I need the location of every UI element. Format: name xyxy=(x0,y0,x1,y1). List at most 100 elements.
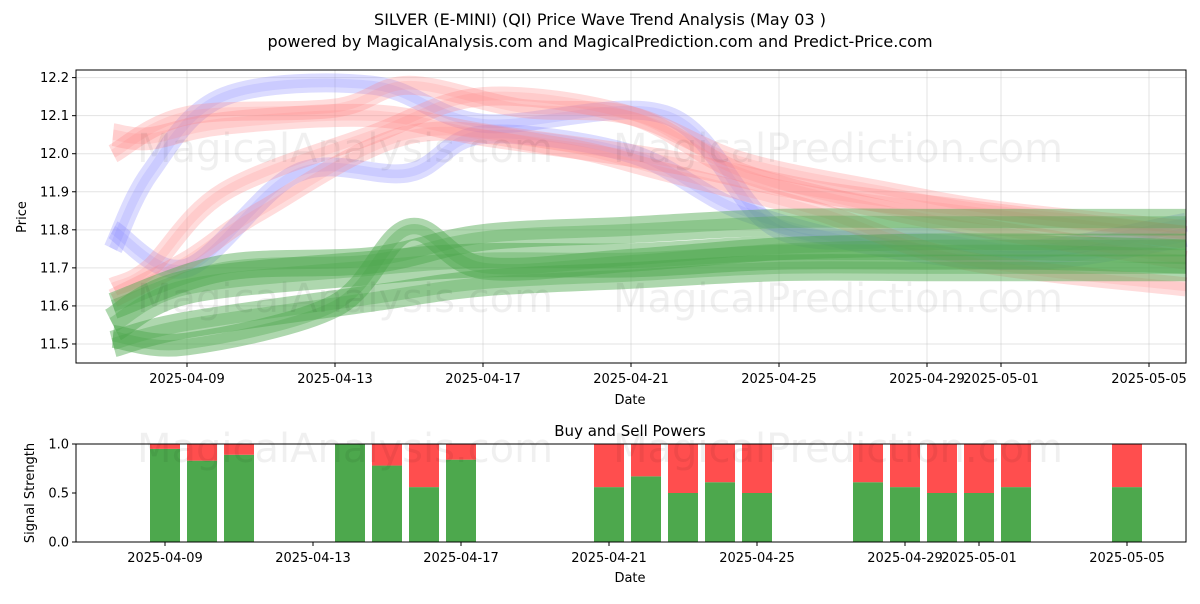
price-y-label: Price xyxy=(15,201,30,233)
sell-bar xyxy=(742,444,772,493)
sell-bar xyxy=(1112,444,1142,488)
buy-bar xyxy=(446,459,476,542)
chart-subtitle: powered by MagicalAnalysis.com and Magic… xyxy=(267,32,932,51)
watermarks: MagicalAnalysis.com MagicalPrediction.co… xyxy=(137,126,1063,472)
wave-core-red xyxy=(112,110,1187,243)
buy-bar xyxy=(668,493,698,542)
sell-bar xyxy=(631,444,661,477)
signal-x-tick-label: 2025-04-13 xyxy=(275,551,351,566)
signal-x-tick-label: 2025-04-29 xyxy=(867,551,943,566)
price-x-tick-label: 2025-04-17 xyxy=(445,372,521,387)
sell-bar xyxy=(594,444,624,488)
wave-core-green xyxy=(109,244,1187,332)
wave-band-red xyxy=(108,75,1187,240)
buy-bar xyxy=(594,487,624,542)
price-y-tick-label: 11.9 xyxy=(40,185,69,200)
watermark-prediction-mid: MagicalPrediction.com xyxy=(613,276,1063,322)
buy-bar xyxy=(927,493,957,542)
wave-core-blue xyxy=(110,129,1187,274)
signal-y-ticks: 0.0 0.5 1.0 xyxy=(48,438,76,551)
wave-band-green xyxy=(111,217,1186,357)
buy-bar xyxy=(742,493,772,542)
wave-band-blue xyxy=(107,124,1188,279)
sell-bar xyxy=(927,444,957,493)
price-y-tick-label: 11.5 xyxy=(40,337,69,352)
wave-core-green xyxy=(111,261,1186,350)
wave-band-green xyxy=(109,254,1186,357)
signal-x-tick-label: 2025-04-21 xyxy=(571,551,647,566)
sell-bar xyxy=(853,444,883,483)
chart-title: SILVER (E-MINI) (QI) Price Wave Trend An… xyxy=(374,10,826,29)
price-x-tick-label: 2025-04-29 xyxy=(889,372,965,387)
price-waves xyxy=(104,73,1188,357)
sell-bar xyxy=(150,444,180,449)
signal-bars xyxy=(150,444,1142,542)
buy-bar xyxy=(372,465,402,542)
price-y-tick-label: 11.7 xyxy=(40,261,69,276)
wave-core-green xyxy=(110,215,1186,312)
wave-core-blue xyxy=(109,78,1187,254)
sell-bar xyxy=(890,444,920,488)
wave-band-blue xyxy=(104,73,1188,259)
wave-core-red xyxy=(111,126,1187,303)
signal-x-tick-label: 2025-04-25 xyxy=(719,551,795,566)
buy-bar xyxy=(890,487,920,542)
price-x-tick-label: 2025-04-25 xyxy=(741,372,817,387)
sell-bar xyxy=(705,444,735,483)
watermark-analysis-bottom: MagicalAnalysis.com xyxy=(137,426,553,472)
sell-bar xyxy=(668,444,698,493)
signal-x-tick-label: 2025-04-09 xyxy=(127,551,203,566)
price-panel: 11.5 11.6 11.7 11.8 11.9 12.0 12.1 12.2 2025-04… xyxy=(15,69,1188,408)
price-x-tick-label: 2025-04-21 xyxy=(593,372,669,387)
price-y-tick-label: 11.6 xyxy=(40,299,69,314)
buy-bar xyxy=(853,482,883,542)
wave-core-red xyxy=(110,80,1187,235)
sell-bar xyxy=(1001,444,1031,488)
buy-bar xyxy=(335,444,365,542)
buy-bar xyxy=(187,460,217,542)
buy-bar xyxy=(631,476,661,542)
price-grid xyxy=(76,70,1186,363)
signal-x-ticks: 2025-04-09 2025-04-13 2025-04-17 2025-04-21… xyxy=(127,542,1165,566)
signal-x-tick-label: 2025-05-05 xyxy=(1089,551,1165,566)
signal-x-label: Date xyxy=(614,571,645,586)
price-y-tick-label: 11.8 xyxy=(40,223,69,238)
price-y-tick-label: 12.1 xyxy=(40,109,69,124)
buy-bar xyxy=(705,482,735,542)
price-y-tick-label: 12.0 xyxy=(40,147,69,162)
wave-band-red xyxy=(111,103,1188,249)
price-x-tick-label: 2025-05-05 xyxy=(1111,372,1187,387)
watermark-analysis-top: MagicalAnalysis.com xyxy=(137,126,553,172)
watermark-analysis-mid: MagicalAnalysis.com xyxy=(137,276,553,322)
price-y-tick-label: 12.2 xyxy=(40,71,69,86)
watermark-prediction-bottom: MagicalPrediction.com xyxy=(613,426,1063,472)
sell-bar xyxy=(372,444,402,466)
wave-band-green xyxy=(108,208,1186,319)
watermark-prediction-top: MagicalPrediction.com xyxy=(613,126,1063,172)
wave-core-red xyxy=(111,91,1187,291)
sell-bar xyxy=(964,444,994,493)
buy-bar xyxy=(150,448,180,542)
price-x-tick-label: 2025-04-09 xyxy=(149,372,225,387)
price-x-ticks: 2025-04-09 2025-04-13 2025-04-17 2025-04-21… xyxy=(149,363,1187,387)
signal-title: Buy and Sell Powers xyxy=(554,422,706,440)
wave-band-green xyxy=(104,234,1187,341)
signal-y-tick-label: 1.0 xyxy=(48,438,69,453)
wave-band-red xyxy=(108,121,1188,307)
signal-x-tick-label: 2025-04-17 xyxy=(423,551,499,566)
signal-y-tick-label: 0.5 xyxy=(48,487,69,502)
price-x-label: Date xyxy=(614,393,645,408)
price-x-tick-label: 2025-05-01 xyxy=(963,372,1039,387)
signal-panel: Buy and Sell Powers 0.0 0.5 1.0 2025-04-09… xyxy=(23,422,1187,586)
sell-bar xyxy=(409,444,439,488)
signal-y-label: Signal Strength xyxy=(23,443,38,543)
price-x-tick-label: 2025-04-13 xyxy=(297,372,373,387)
buy-bar xyxy=(1112,487,1142,542)
buy-bar xyxy=(1001,487,1031,542)
sell-bar xyxy=(446,444,476,460)
sell-bar xyxy=(224,444,254,455)
signal-x-tick-label: 2025-05-01 xyxy=(941,551,1017,566)
buy-bar xyxy=(224,454,254,542)
